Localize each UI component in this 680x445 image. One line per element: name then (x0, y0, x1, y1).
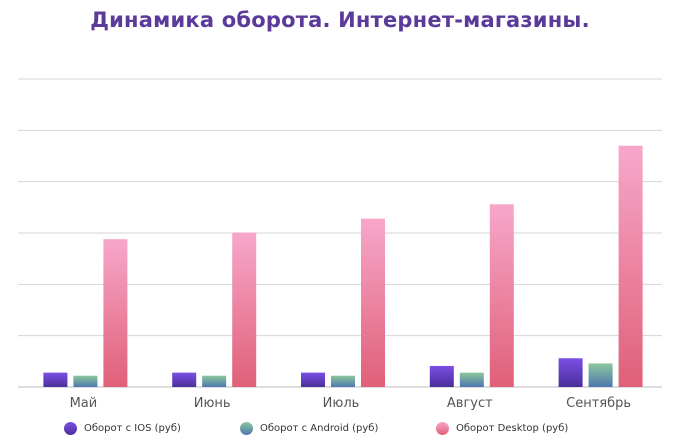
legend-label: Оборот с IOS (руб) (84, 422, 181, 434)
bar-desktop-2 (232, 232, 257, 387)
bar-android-2 (202, 375, 227, 387)
x-tick-label: Июнь (194, 396, 231, 411)
bar-android-3 (331, 375, 355, 387)
bar-desktop-5 (618, 145, 643, 387)
bar-desktop-1 (103, 239, 128, 387)
bar-desktop-3 (361, 218, 385, 387)
legend-item: Оборот с Android (руб) (240, 420, 378, 436)
bar-desktop-4 (489, 204, 514, 387)
legend-label: Оборот Desktop (руб) (456, 422, 569, 434)
bar-ios-5 (558, 358, 583, 387)
legend: Оборот с IOS (руб) Оборот с Android (руб)… (0, 420, 680, 440)
bar-ios-3 (301, 372, 325, 387)
bars (43, 145, 643, 387)
bar-ios-2 (172, 372, 197, 387)
x-tick-label: Сентябрь (566, 396, 631, 411)
legend-swatch (436, 421, 449, 435)
bar-android-4 (459, 372, 484, 387)
x-tick-labels: Май Июнь Июль Август Сентябрь (70, 396, 631, 411)
x-tick-label: Май (70, 396, 98, 411)
chart-title: Динамика оборота. Интернет-магазины. (90, 8, 590, 32)
legend-swatch (64, 421, 77, 435)
bar-android-5 (588, 363, 613, 387)
legend-item: Оборот с IOS (руб) (64, 420, 181, 436)
x-tick-label: Июль (323, 396, 360, 411)
legend-swatch (240, 421, 253, 435)
bar-ios-1 (43, 372, 68, 387)
x-tick-label: Август (447, 396, 493, 411)
bar-ios-4 (429, 365, 454, 387)
bar-android-1 (73, 375, 98, 387)
legend-label: Оборот с Android (руб) (260, 422, 379, 434)
legend-item: Оборот Desktop (руб) (436, 420, 568, 436)
